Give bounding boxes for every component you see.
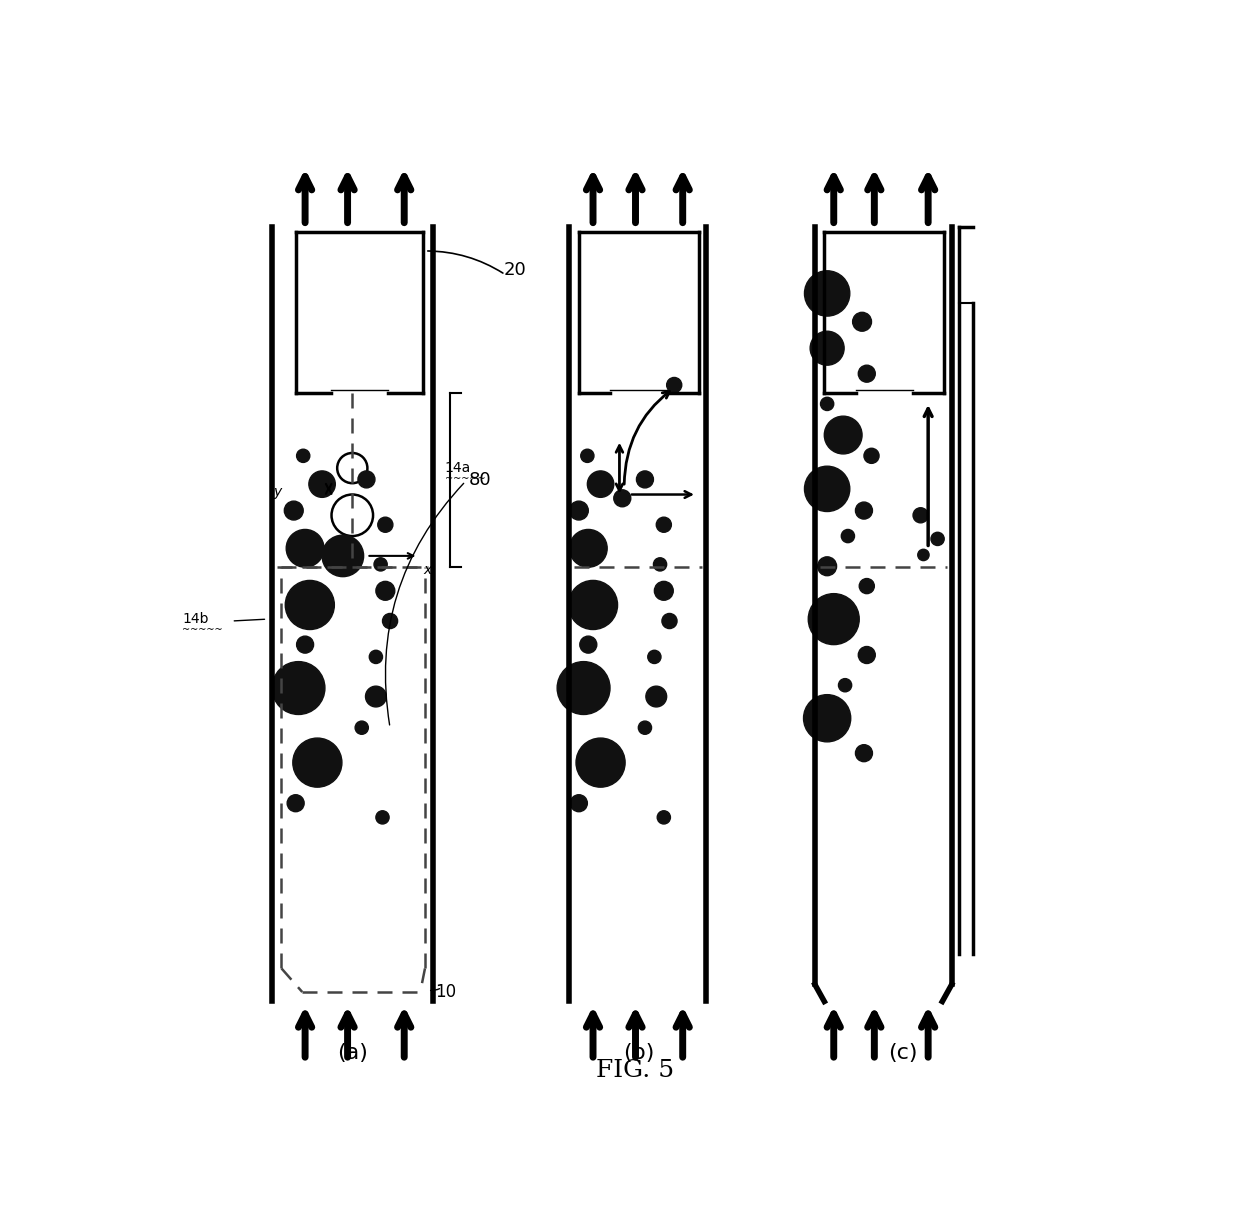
Circle shape bbox=[853, 313, 872, 331]
Circle shape bbox=[588, 471, 614, 498]
Circle shape bbox=[569, 501, 588, 520]
Text: (b): (b) bbox=[622, 1043, 653, 1063]
Circle shape bbox=[825, 416, 862, 454]
Circle shape bbox=[378, 517, 393, 532]
Circle shape bbox=[838, 679, 852, 691]
Circle shape bbox=[568, 580, 618, 629]
Circle shape bbox=[655, 581, 673, 601]
Circle shape bbox=[355, 721, 368, 734]
Circle shape bbox=[580, 449, 594, 462]
Text: ~~~~~: ~~~~~ bbox=[182, 625, 223, 635]
Circle shape bbox=[358, 471, 374, 488]
Circle shape bbox=[322, 535, 363, 576]
Circle shape bbox=[859, 579, 874, 593]
Circle shape bbox=[285, 580, 335, 629]
Circle shape bbox=[931, 532, 944, 546]
Text: 20: 20 bbox=[503, 261, 526, 278]
Circle shape bbox=[288, 794, 304, 812]
Text: ~~~~~: ~~~~~ bbox=[445, 474, 485, 484]
Circle shape bbox=[646, 687, 667, 707]
Circle shape bbox=[805, 271, 849, 316]
Circle shape bbox=[662, 613, 677, 629]
Circle shape bbox=[557, 662, 610, 715]
Circle shape bbox=[657, 810, 671, 824]
Circle shape bbox=[376, 810, 389, 824]
Text: (c): (c) bbox=[888, 1043, 918, 1063]
Circle shape bbox=[293, 738, 342, 787]
Circle shape bbox=[805, 466, 849, 511]
Circle shape bbox=[810, 331, 844, 365]
Circle shape bbox=[856, 503, 873, 519]
Circle shape bbox=[864, 449, 879, 463]
Circle shape bbox=[580, 636, 596, 653]
Circle shape bbox=[918, 549, 929, 560]
Circle shape bbox=[272, 662, 325, 715]
Circle shape bbox=[856, 744, 873, 761]
Circle shape bbox=[366, 687, 387, 707]
Circle shape bbox=[647, 650, 661, 663]
Circle shape bbox=[296, 636, 314, 653]
Text: (a): (a) bbox=[337, 1043, 368, 1063]
Circle shape bbox=[656, 517, 671, 532]
Circle shape bbox=[858, 365, 875, 383]
Circle shape bbox=[382, 613, 398, 629]
Circle shape bbox=[858, 646, 875, 663]
Circle shape bbox=[667, 378, 682, 392]
Text: x: x bbox=[423, 564, 432, 577]
Text: y: y bbox=[273, 484, 281, 499]
Circle shape bbox=[614, 490, 631, 506]
Circle shape bbox=[370, 650, 382, 663]
Circle shape bbox=[804, 695, 851, 742]
Circle shape bbox=[286, 530, 324, 568]
Text: 14a: 14a bbox=[445, 461, 471, 476]
Text: 80: 80 bbox=[469, 471, 491, 489]
Circle shape bbox=[821, 397, 833, 411]
Circle shape bbox=[639, 721, 651, 734]
Circle shape bbox=[636, 471, 653, 488]
Circle shape bbox=[570, 794, 588, 812]
Circle shape bbox=[284, 501, 304, 520]
Circle shape bbox=[913, 508, 929, 522]
Circle shape bbox=[841, 530, 854, 543]
Circle shape bbox=[569, 530, 608, 568]
Circle shape bbox=[817, 557, 837, 576]
Circle shape bbox=[808, 593, 859, 645]
Text: FIG. 5: FIG. 5 bbox=[596, 1059, 675, 1081]
Text: 10: 10 bbox=[435, 983, 456, 1000]
Circle shape bbox=[376, 581, 394, 601]
Text: 14b: 14b bbox=[182, 612, 208, 626]
Circle shape bbox=[296, 449, 310, 462]
Circle shape bbox=[577, 738, 625, 787]
Circle shape bbox=[374, 558, 387, 571]
Circle shape bbox=[309, 471, 335, 498]
Circle shape bbox=[653, 558, 667, 571]
